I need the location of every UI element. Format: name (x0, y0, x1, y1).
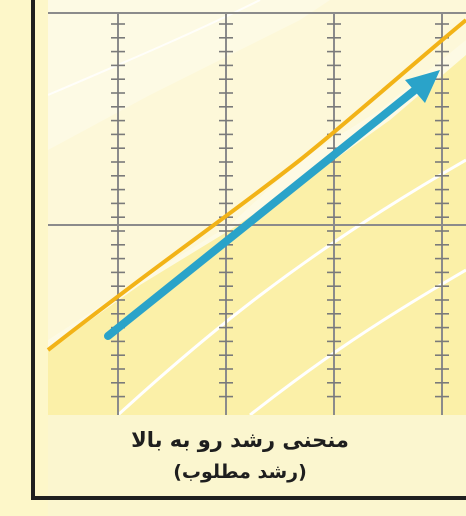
white-curve-3 (48, 0, 261, 96)
growth-arrow-shaft (104, 86, 419, 340)
white-curve-1 (116, 158, 466, 415)
white-curve-2 (249, 268, 466, 415)
tick-marks (111, 23, 449, 398)
grid-lines (48, 12, 466, 415)
caption-line-1: منحنی رشد رو به بالا (131, 428, 349, 452)
growth-arrow-head (405, 70, 440, 103)
arrow-up-right-icon (104, 70, 440, 340)
caption-line-2: (رشد مطلوب) (173, 461, 307, 483)
left-margin-band (0, 0, 48, 516)
yellow-shaded-region (48, 55, 466, 415)
orange-growth-curve (46, 18, 466, 352)
upper-pale-region (48, 0, 466, 340)
